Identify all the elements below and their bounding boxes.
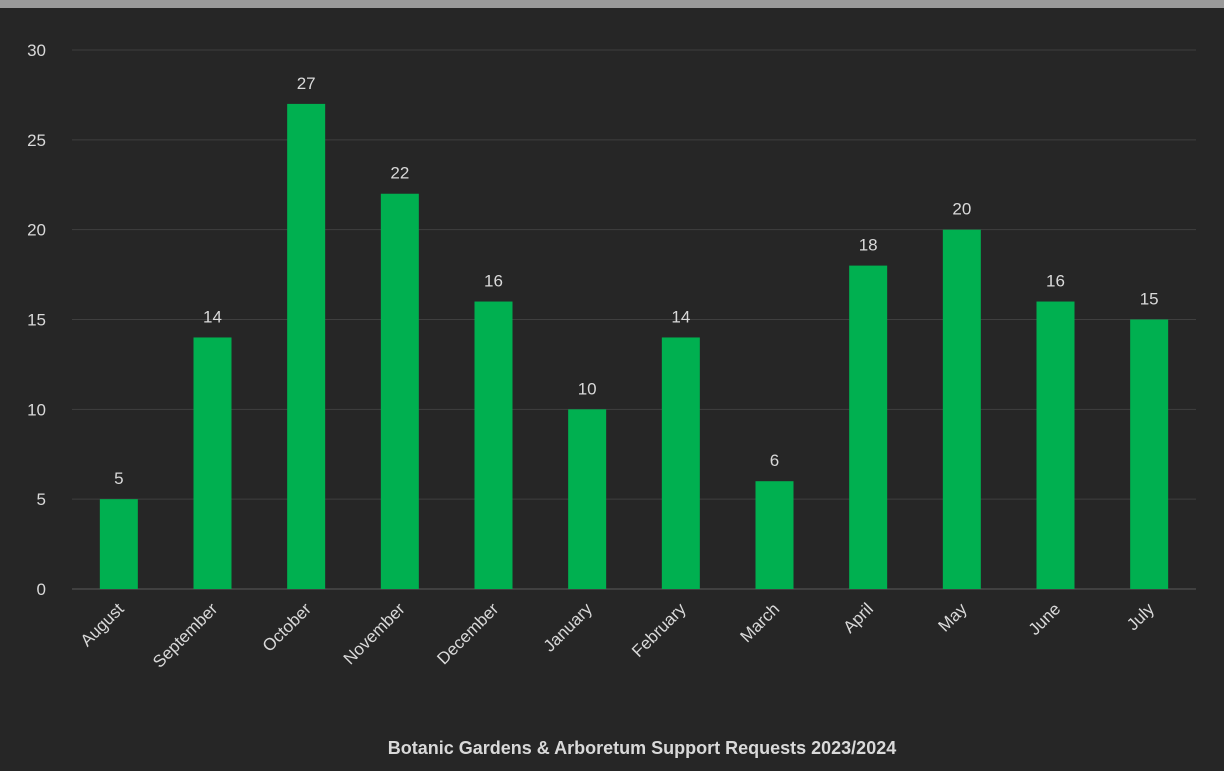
data-label: 27 xyxy=(297,74,316,93)
data-label: 22 xyxy=(390,164,409,183)
x-tick-label: May xyxy=(935,599,971,635)
x-tick-label: December xyxy=(433,599,502,668)
x-tick-label: February xyxy=(628,599,690,661)
x-tick-label: April xyxy=(840,599,877,636)
data-label: 15 xyxy=(1140,290,1159,309)
chart-title: Botanic Gardens & Arboretum Support Requ… xyxy=(388,738,896,758)
data-label: 18 xyxy=(859,236,878,255)
data-label: 14 xyxy=(203,307,222,326)
y-tick-label: 15 xyxy=(27,311,46,330)
data-label: 10 xyxy=(578,379,597,398)
x-tick-label: September xyxy=(149,599,221,671)
bars xyxy=(99,103,1169,590)
bar xyxy=(1130,319,1169,589)
data-label: 5 xyxy=(114,469,123,488)
x-tick-label: March xyxy=(736,599,783,646)
x-tick-label: October xyxy=(259,599,315,655)
data-labels: 5 14 27 22 16 10 14 6 18 20 16 15 xyxy=(114,74,1159,488)
bar xyxy=(99,499,138,589)
bar xyxy=(1036,301,1075,589)
bar xyxy=(193,337,232,589)
y-tick-label: 20 xyxy=(27,221,46,240)
x-tick-label: August xyxy=(77,599,128,650)
x-axis-tick-labels: August September October November December Ja… xyxy=(77,599,1159,672)
y-axis-tick-labels: 0 5 10 15 20 25 30 xyxy=(27,41,46,599)
y-tick-label: 5 xyxy=(37,490,46,509)
bar xyxy=(942,229,981,589)
x-tick-label: November xyxy=(340,599,409,668)
x-tick-label: July xyxy=(1123,599,1158,634)
bar-chart: 0 5 10 15 20 25 30 5 14 27 22 16 10 14 6 18 20 16 15 Augu… xyxy=(27,41,1196,758)
y-tick-label: 0 xyxy=(37,580,46,599)
bar xyxy=(380,193,419,589)
data-label: 20 xyxy=(952,200,971,219)
bar xyxy=(568,409,607,589)
bar xyxy=(474,301,513,589)
bar xyxy=(287,103,326,590)
gridlines xyxy=(72,49,1196,590)
data-label: 6 xyxy=(770,451,779,470)
y-tick-label: 30 xyxy=(27,41,46,60)
data-label: 16 xyxy=(484,272,503,291)
data-label: 16 xyxy=(1046,272,1065,291)
x-tick-label: January xyxy=(540,599,597,656)
bar xyxy=(755,481,794,589)
bar xyxy=(661,337,700,589)
x-tick-label: June xyxy=(1025,599,1065,639)
y-tick-label: 10 xyxy=(27,400,46,419)
bar xyxy=(849,265,888,589)
y-tick-label: 25 xyxy=(27,131,46,150)
data-label: 14 xyxy=(671,307,690,326)
